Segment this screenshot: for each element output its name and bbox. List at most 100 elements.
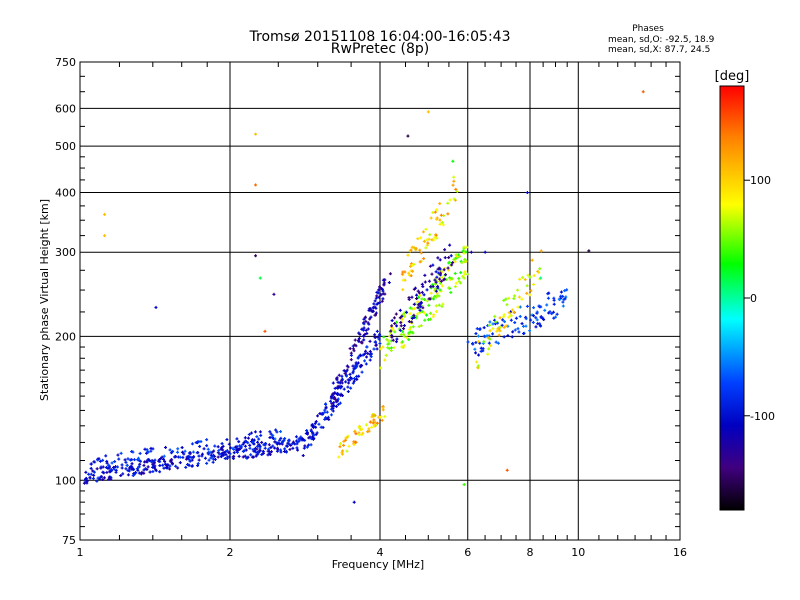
data-point — [365, 346, 369, 348]
data-point — [297, 440, 301, 442]
data-point — [107, 478, 111, 480]
data-point — [246, 437, 250, 439]
data-point — [126, 458, 130, 460]
y-tick-label: 750 — [55, 56, 76, 69]
data-point — [108, 471, 112, 473]
data-point — [380, 300, 384, 302]
data-point — [357, 434, 361, 436]
data-point — [488, 324, 491, 326]
data-point — [479, 350, 483, 352]
data-point — [351, 382, 355, 384]
data-point — [378, 286, 381, 288]
data-point — [219, 456, 223, 458]
data-point — [84, 479, 87, 481]
data-point — [368, 359, 372, 361]
data-point — [126, 474, 130, 476]
data-point — [114, 466, 117, 468]
data-point — [587, 250, 591, 252]
data-point — [121, 473, 125, 475]
data-point — [182, 453, 186, 455]
data-point — [340, 453, 344, 455]
data-point — [391, 339, 395, 341]
data-point — [188, 452, 192, 454]
data-point — [528, 330, 532, 332]
data-point — [381, 346, 385, 348]
data-point — [450, 264, 454, 266]
data-point — [258, 449, 262, 452]
data-point — [333, 392, 336, 394]
data-point — [270, 436, 274, 438]
data-point — [87, 473, 91, 475]
data-point — [426, 111, 430, 113]
data-point — [331, 397, 335, 399]
data-point — [440, 285, 444, 287]
x-tick-label: 6 — [464, 546, 471, 559]
data-point — [366, 322, 370, 324]
data-point — [551, 311, 555, 313]
data-point — [267, 448, 271, 450]
data-point — [398, 309, 402, 311]
data-point — [433, 236, 437, 238]
data-point — [357, 341, 361, 343]
data-point — [416, 290, 420, 292]
data-point — [136, 469, 140, 471]
data-point — [352, 443, 356, 446]
data-point — [375, 422, 379, 424]
data-point — [502, 299, 506, 302]
data-point — [402, 325, 406, 327]
data-point — [432, 314, 436, 316]
data-point — [349, 354, 353, 356]
data-point — [448, 199, 452, 201]
data-point — [242, 450, 246, 452]
data-point — [91, 477, 95, 480]
data-point — [438, 274, 442, 276]
data-point — [380, 288, 384, 290]
data-point — [512, 298, 516, 300]
data-point — [261, 451, 265, 453]
data-point — [346, 391, 350, 393]
data-point — [372, 425, 376, 427]
data-point — [407, 339, 411, 341]
data-point — [402, 312, 406, 315]
data-point — [545, 304, 549, 306]
data-point — [453, 272, 457, 275]
data-point — [102, 477, 106, 479]
data-point — [340, 378, 344, 380]
data-point — [188, 460, 192, 462]
data-point — [124, 468, 128, 470]
data-point — [338, 446, 342, 448]
data-point — [372, 303, 376, 305]
data-point — [383, 293, 387, 295]
data-point — [498, 326, 502, 328]
data-point — [163, 463, 167, 465]
data-point — [335, 379, 339, 381]
data-point — [367, 309, 371, 312]
data-point — [309, 438, 313, 440]
data-point — [543, 309, 547, 311]
data-point — [436, 257, 440, 259]
data-point — [471, 343, 475, 345]
data-point — [360, 328, 364, 330]
data-point — [522, 333, 525, 335]
data-point — [254, 455, 258, 457]
data-point — [486, 337, 490, 339]
data-point — [554, 316, 557, 318]
data-point — [438, 280, 441, 282]
data-point — [457, 277, 461, 280]
data-point — [381, 409, 385, 411]
data-point — [390, 334, 394, 337]
data-point — [243, 455, 247, 457]
data-point — [278, 443, 282, 445]
data-point — [224, 454, 228, 456]
data-point — [408, 250, 412, 252]
data-point — [253, 447, 257, 449]
data-point — [92, 461, 96, 463]
data-point — [116, 454, 120, 456]
data-point — [295, 443, 299, 445]
data-point — [267, 444, 271, 446]
data-point — [171, 450, 175, 453]
data-point — [518, 278, 522, 280]
data-point — [136, 459, 139, 461]
data-point — [174, 465, 178, 467]
data-point — [290, 443, 294, 445]
